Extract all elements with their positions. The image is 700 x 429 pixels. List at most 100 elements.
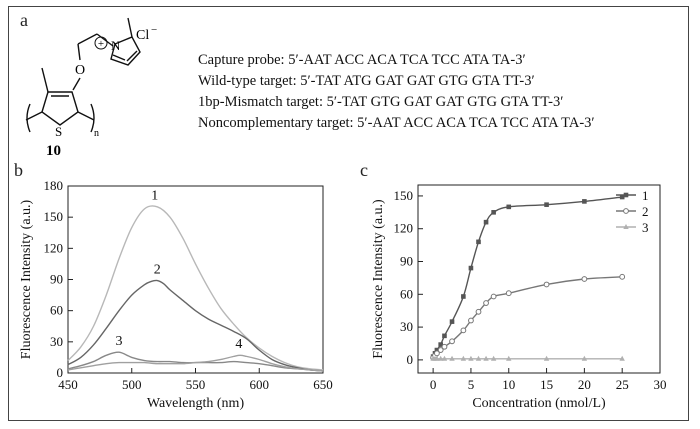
- n-methyl-bond: [127, 17, 133, 38]
- data-point-series-3: [460, 355, 467, 361]
- data-point-series-1: [619, 194, 625, 200]
- data-point-series-1: [483, 219, 489, 225]
- imidazolium-ring: [110, 36, 141, 66]
- x-tick-label: 650: [313, 377, 333, 392]
- data-point-series-2: [441, 343, 448, 350]
- sequence-mismatch: 1bp-Mismatch target: 5′-TAT GTG GAT GAT …: [198, 94, 564, 110]
- legend-marker-3: [623, 224, 629, 229]
- x-tick-label: 25: [616, 377, 629, 392]
- legend-label-3: 3: [642, 220, 649, 235]
- data-point-series-2: [449, 338, 455, 345]
- atom-n: N: [111, 38, 121, 53]
- curve-label-1: 1: [151, 189, 158, 204]
- data-point-series-3: [483, 355, 489, 361]
- data-point-series-1: [506, 204, 512, 210]
- y-tick-label: 60: [400, 286, 413, 301]
- cation-charge: +: [98, 38, 104, 50]
- series-line-2: [432, 276, 623, 359]
- curve-label-3: 3: [116, 334, 123, 349]
- curve-label-4: 4: [235, 337, 242, 352]
- data-point-series-3: [468, 355, 474, 361]
- legend-marker-1: [623, 192, 629, 198]
- panel-label-a: a: [20, 10, 28, 30]
- sequence-noncomplementary: Noncomplementary target: 5′-AAT ACC ACA …: [198, 115, 595, 131]
- data-point-series-3: [490, 355, 497, 361]
- curve-label-2: 2: [154, 262, 161, 277]
- atom-s: S: [55, 124, 62, 139]
- x-tick-label: 550: [186, 377, 206, 392]
- x-tick-label: 500: [122, 377, 142, 392]
- data-point-series-2: [619, 273, 626, 280]
- y-tick-label: 180: [44, 178, 64, 193]
- figure-frame: [8, 6, 689, 421]
- thiophene-ring: [41, 91, 79, 126]
- counter-ion-charge: −: [151, 24, 157, 36]
- data-point-series-1: [582, 199, 587, 204]
- cation-charge-circle: [94, 36, 108, 50]
- data-point-series-3: [506, 355, 512, 361]
- data-point-series-3: [619, 355, 625, 361]
- y-tick-label: 0: [57, 365, 64, 380]
- data-point-series-1: [434, 347, 440, 353]
- x-tick-label: 10: [502, 377, 515, 392]
- data-point-series-2: [475, 308, 482, 315]
- series-line-4: [67, 354, 324, 372]
- data-point-series-2: [490, 293, 497, 300]
- data-point-series-3: [434, 355, 440, 361]
- x-tick-label: 20: [578, 377, 591, 392]
- y-tick-label: 90: [400, 254, 413, 269]
- compound-number: 10: [46, 143, 61, 159]
- data-point-series-1: [461, 294, 466, 299]
- data-point-series-1: [442, 333, 447, 339]
- x-axis-label: Wavelength (nm): [147, 396, 245, 411]
- data-point-series-3: [449, 355, 455, 361]
- legend-label-2: 2: [642, 204, 649, 219]
- panel-label-c: c: [360, 160, 368, 180]
- y-tick-label: 0: [407, 352, 414, 367]
- x-tick-label: 450: [58, 377, 78, 392]
- data-point-series-1: [544, 202, 549, 207]
- data-point-series-3: [543, 355, 550, 361]
- y-tick-label: 150: [44, 209, 64, 224]
- x-tick-label: 5: [468, 377, 475, 392]
- atom-o: O: [75, 63, 85, 78]
- x-tick-label: 15: [540, 377, 553, 392]
- plot-frame: [417, 184, 661, 374]
- data-point-series-2: [543, 281, 550, 288]
- data-point-series-1: [468, 265, 474, 271]
- y-tick-label: 60: [50, 303, 63, 318]
- repeat-n: n: [94, 128, 99, 139]
- data-point-series-1: [449, 319, 455, 324]
- series-line-1: [67, 205, 324, 371]
- x-tick-label: 0: [430, 377, 437, 392]
- data-point-series-2: [434, 350, 440, 357]
- data-point-series-2: [505, 290, 512, 297]
- legend-label-1: 1: [642, 188, 649, 203]
- x-axis-label: Concentration (nmol/L): [472, 396, 606, 411]
- data-point-series-3: [441, 355, 448, 361]
- series-line-2: [67, 279, 324, 372]
- data-point-series-2: [460, 327, 467, 334]
- data-point-series-2: [483, 300, 489, 306]
- data-point-series-2: [437, 347, 444, 353]
- x-tick-label: 600: [250, 377, 270, 392]
- y-tick-label: 120: [394, 221, 414, 236]
- y-tick-label: 30: [50, 334, 63, 349]
- data-point-series-1: [476, 239, 481, 245]
- data-point-series-1: [438, 342, 443, 347]
- data-point-series-3: [437, 355, 444, 361]
- y-tick-label: 150: [394, 188, 414, 203]
- data-point-series-1: [491, 210, 496, 215]
- data-point-series-2: [468, 317, 474, 324]
- counter-ion: Cl: [136, 28, 149, 43]
- y-axis-label: Fluorescence Intensity (a.u.): [371, 199, 386, 359]
- data-point-series-2: [581, 276, 588, 282]
- y-tick-label: 90: [50, 272, 63, 287]
- data-point-series-3: [581, 355, 588, 361]
- legend-marker-2: [623, 208, 629, 214]
- sequence-capture-probe: Capture probe: 5′-AAT ACC ACA TCA TCC AT…: [198, 52, 526, 68]
- panel-label-b: b: [14, 160, 23, 180]
